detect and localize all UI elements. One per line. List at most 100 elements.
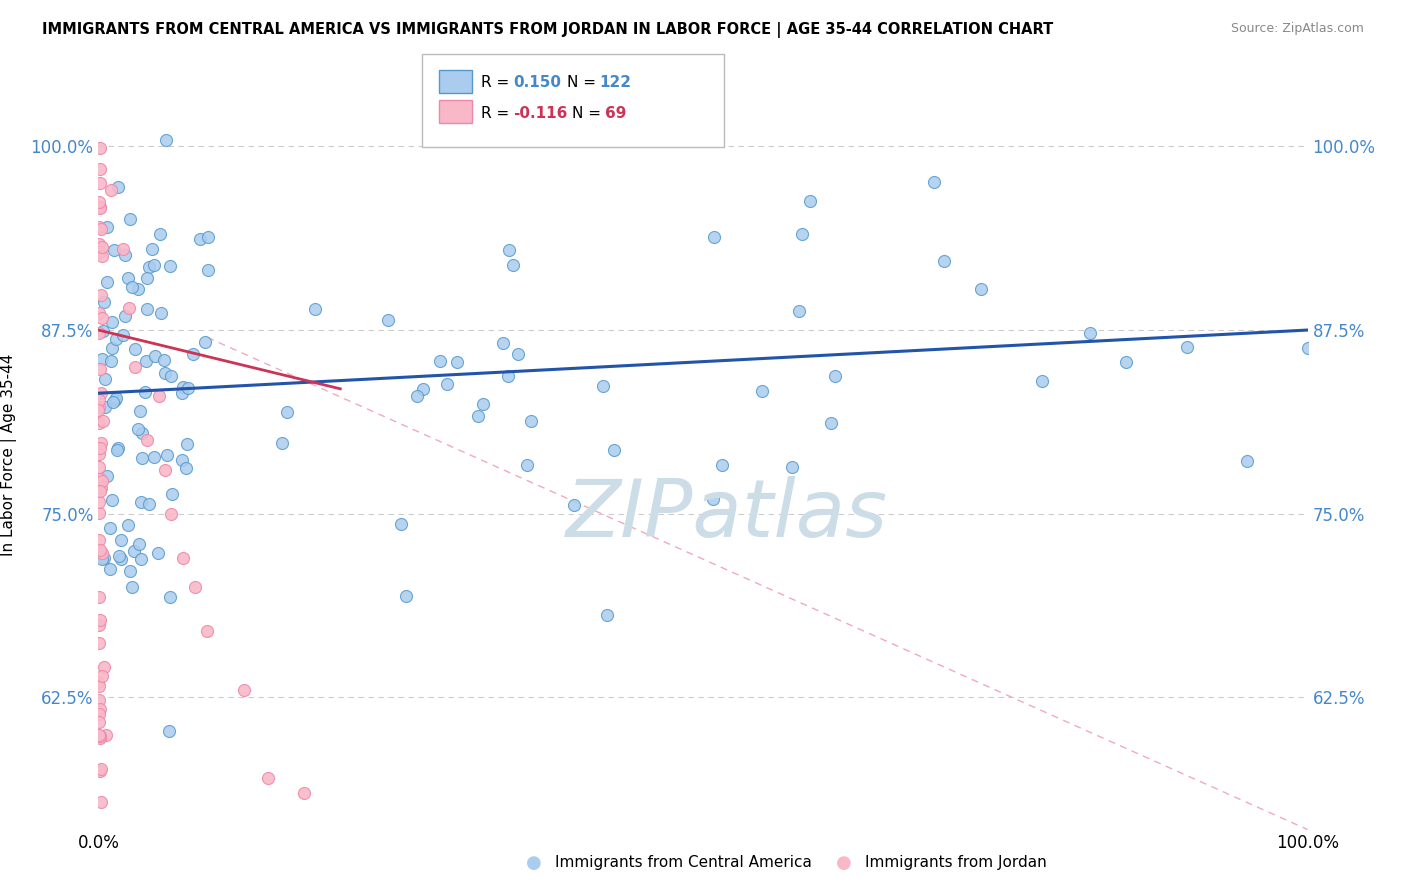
Point [96,275,118,289]
Point [110,533,132,548]
Point [138,260,160,274]
Point [101,315,124,329]
Point [87,636,110,650]
Point [703,229,725,244]
Point [87,675,110,690]
Point [153,366,176,380]
Text: -0.116: -0.116 [513,106,568,120]
Point [188,232,211,246]
Point [790,227,813,241]
Point [89,362,111,376]
Point [516,458,538,472]
Point [89,219,111,234]
Point [105,442,128,457]
Point [702,492,724,507]
Point [824,369,846,384]
Point [87,590,110,604]
Text: R =: R = [481,75,515,89]
Text: 69: 69 [605,106,626,120]
Point [519,414,541,428]
Point [711,458,734,472]
Point [93,660,115,674]
Point [924,175,946,189]
Point [87,401,110,415]
Point [143,349,166,363]
Point [502,258,524,272]
Point [89,460,111,475]
Point [96,220,118,235]
Point [131,425,153,440]
Point [799,194,821,208]
Point [118,211,141,226]
Point [90,552,112,566]
Point [496,368,519,383]
Point [148,389,170,403]
Point [176,437,198,451]
Point [89,495,111,509]
Point [87,507,110,521]
Point [562,498,585,512]
Point [90,481,112,495]
Point [932,254,955,268]
Point [181,347,204,361]
Point [506,347,529,361]
Point [153,462,176,476]
Point [87,306,110,320]
Point [89,613,111,627]
Point [87,617,110,632]
Point [104,393,127,408]
Point [94,372,117,386]
Point [89,729,111,743]
Point [172,452,194,467]
Point [110,552,132,566]
Point [395,589,418,603]
Point [1115,355,1137,369]
Point [90,222,112,236]
Point [135,301,157,316]
Point [89,162,111,177]
Point [87,392,110,407]
Point [787,304,810,318]
Point [89,200,111,214]
Text: IMMIGRANTS FROM CENTRAL AMERICA VS IMMIGRANTS FROM JORDAN IN LABOR FORCE | AGE 3: IMMIGRANTS FROM CENTRAL AMERICA VS IMMIG… [42,22,1053,38]
Point [138,497,160,511]
Point [446,354,468,368]
Point [87,679,110,693]
Point [127,422,149,436]
Point [91,311,114,326]
Point [87,195,110,210]
Point [197,263,219,277]
Point [596,607,619,622]
Point [89,176,111,190]
Point [89,447,111,461]
Point [135,271,157,285]
Point [91,324,114,338]
Point [780,460,803,475]
Point [128,404,150,418]
Point [98,562,121,576]
Point [117,517,139,532]
Point [100,354,122,368]
Point [98,520,121,534]
Point [172,550,194,565]
Point [1031,375,1053,389]
Point [603,442,626,457]
Point [89,202,111,216]
Point [149,227,172,241]
Point [127,282,149,296]
Point [89,441,111,455]
Point [122,543,145,558]
Point [153,353,176,368]
Point [107,180,129,194]
Text: ●: ● [526,854,543,871]
Point [101,341,124,355]
Point [103,243,125,257]
Text: ●: ● [835,854,852,871]
Point [159,260,181,274]
Point [194,335,217,350]
Point [87,403,110,417]
Point [146,546,169,560]
Point [111,242,134,256]
Point [270,436,292,450]
Point [129,552,152,566]
